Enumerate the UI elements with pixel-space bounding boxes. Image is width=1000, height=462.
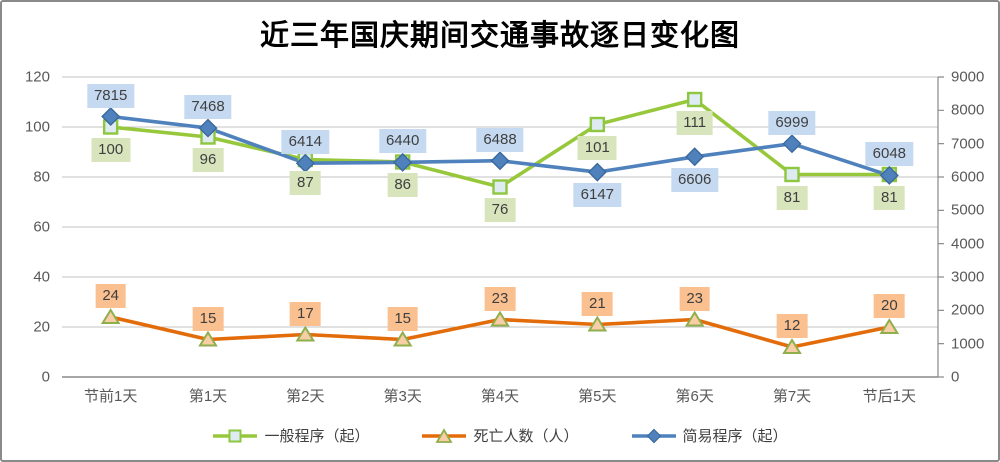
data-label-series-1: 23 xyxy=(679,286,710,311)
legend-marker-diamond-icon xyxy=(631,428,676,443)
chart-title: 近三年国庆期间交通事故逐日变化图 xyxy=(259,18,740,52)
y-left-tick-label: 60 xyxy=(33,218,50,236)
data-label-series-0: 76 xyxy=(484,198,516,222)
data-label-series-2: 6440 xyxy=(378,129,427,154)
data-label-series-0: 101 xyxy=(577,135,617,160)
data-label-series-2: 6048 xyxy=(865,142,914,167)
data-label-series-2: 6147 xyxy=(573,183,622,208)
data-label-series-1: 20 xyxy=(873,294,905,318)
y-right-tick-label: 1000 xyxy=(951,335,985,353)
series-1-marker xyxy=(879,318,900,334)
series-1-marker xyxy=(295,325,316,342)
legend-marker-square-icon xyxy=(213,429,258,442)
x-tick-label: 第3天 xyxy=(383,388,422,405)
legend-marker-triangle-icon xyxy=(422,427,467,443)
legend-label-2: 简易程序（起） xyxy=(682,428,788,445)
data-label-series-1: 17 xyxy=(289,301,321,326)
series-2-marker xyxy=(685,147,705,167)
data-label-series-0: 87 xyxy=(289,170,321,195)
series-2-marker xyxy=(198,118,218,138)
data-label-series-0: 81 xyxy=(873,185,905,210)
y-left-tick-label: 80 xyxy=(33,168,50,186)
x-tick-label: 节前1天 xyxy=(83,388,138,405)
series-0-marker xyxy=(492,179,508,195)
y-right-tick-label: 0 xyxy=(951,368,960,386)
legend-item-1: 死亡人数（人） xyxy=(421,425,579,446)
series-1-marker xyxy=(198,330,218,347)
x-tick-label: 节后1天 xyxy=(862,388,916,405)
legend-label-0: 一般程序（起） xyxy=(264,428,370,445)
series-1-marker xyxy=(490,310,510,327)
legend-item-0: 一般程序（起） xyxy=(212,425,369,446)
legend-item-2: 简易程序（起） xyxy=(631,425,788,446)
y-right-tick-label: 6000 xyxy=(951,168,985,186)
y-right-tick-label: 4000 xyxy=(951,235,985,253)
y-left-tick-label: 0 xyxy=(41,368,50,386)
series-1-marker xyxy=(587,315,608,332)
series-0-marker xyxy=(686,91,703,108)
y-left-tick-label: 20 xyxy=(33,318,50,336)
series-0-marker xyxy=(589,116,606,133)
series-2-marker xyxy=(879,165,899,185)
y-right-tick-label: 5000 xyxy=(951,201,985,219)
data-label-series-1: 24 xyxy=(95,284,126,308)
x-tick-label: 第2天 xyxy=(286,388,325,405)
y-right-tick-label: 2000 xyxy=(951,301,985,319)
data-label-series-0: 96 xyxy=(192,148,224,172)
series-1-marker xyxy=(392,330,413,347)
series-2-marker xyxy=(101,107,121,126)
series-1-marker xyxy=(100,308,121,324)
y-right-tick-label: 7000 xyxy=(951,135,985,153)
series-0-marker xyxy=(784,166,800,183)
data-label-series-1: 23 xyxy=(484,286,516,311)
data-label-series-0: 100 xyxy=(91,138,131,162)
series-1-marker xyxy=(782,338,802,354)
y-left-tick-label: 100 xyxy=(24,118,50,136)
data-label-series-1: 15 xyxy=(387,306,418,331)
series-2-marker xyxy=(587,162,607,182)
data-label-series-2: 6606 xyxy=(670,167,719,192)
y-right-tick-label: 8000 xyxy=(951,101,985,119)
data-label-series-2: 7468 xyxy=(184,95,232,120)
y-left-tick-label: 40 xyxy=(33,268,50,286)
data-label-series-0: 111 xyxy=(676,110,714,135)
data-label-series-2: 6488 xyxy=(476,127,524,152)
data-label-series-1: 15 xyxy=(192,306,224,331)
series-2-marker xyxy=(782,134,802,154)
series-2-marker xyxy=(490,151,510,171)
y-right-tick-label: 3000 xyxy=(951,268,985,286)
series-1-marker xyxy=(684,310,705,327)
data-label-series-0: 86 xyxy=(387,173,418,197)
data-label-series-0: 81 xyxy=(776,185,808,210)
x-tick-label: 第4天 xyxy=(480,388,520,405)
legend-label-1: 死亡人数（人） xyxy=(473,428,579,445)
y-right-tick-label: 9000 xyxy=(951,68,985,86)
data-label-series-1: 21 xyxy=(581,291,613,316)
x-tick-label: 第1天 xyxy=(188,388,228,405)
data-label-series-1: 12 xyxy=(776,314,808,338)
y-left-tick-label: 120 xyxy=(24,68,50,86)
x-tick-label: 第5天 xyxy=(578,388,617,405)
x-tick-label: 第6天 xyxy=(675,388,714,405)
x-tick-label: 第7天 xyxy=(772,388,812,405)
legend: 一般程序（起） 死亡人数（人） 简易程序（起） xyxy=(2,425,998,446)
data-label-series-2: 7815 xyxy=(86,83,135,108)
data-label-series-2: 6414 xyxy=(281,130,330,155)
data-label-series-2: 6999 xyxy=(768,110,816,135)
series-2-marker xyxy=(393,152,413,172)
